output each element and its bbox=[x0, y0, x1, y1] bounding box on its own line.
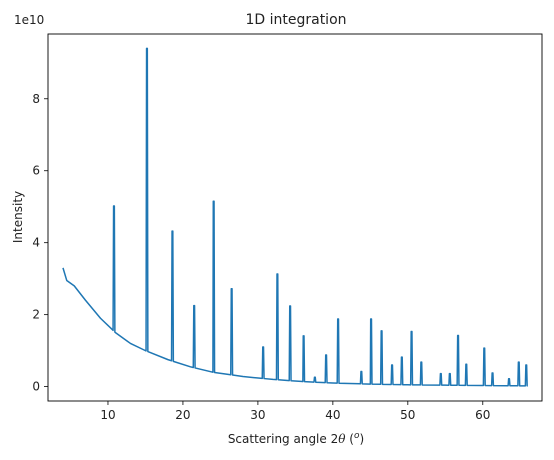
y-axis-label: Intensity bbox=[11, 191, 25, 243]
y-tick-label: 0 bbox=[32, 380, 40, 394]
chart-title: 1D integration bbox=[245, 12, 346, 28]
x-tick-label: 20 bbox=[175, 408, 190, 422]
x-axis-label-unit-close: ) bbox=[359, 432, 364, 446]
x-axis-label-unit-open: ( bbox=[345, 432, 354, 446]
axes-frame bbox=[47, 33, 543, 402]
y-axis: 0 2 4 6 8 bbox=[32, 92, 48, 394]
y-tick-label: 4 bbox=[32, 236, 40, 250]
series-line bbox=[62, 47, 528, 387]
y-tick-label: 2 bbox=[32, 308, 40, 322]
plot-area bbox=[62, 47, 528, 387]
x-tick-label: 10 bbox=[100, 408, 115, 422]
y-tick-label: 8 bbox=[32, 92, 40, 106]
x-tick-label: 50 bbox=[400, 408, 415, 422]
y-tick-label: 6 bbox=[32, 164, 40, 178]
x-axis: 10 20 30 40 50 60 bbox=[100, 401, 490, 422]
x-tick-label: 30 bbox=[250, 408, 265, 422]
x-axis-label: Scattering angle 2θ (o) bbox=[228, 431, 364, 446]
y-offset-label: 1e10 bbox=[14, 13, 44, 27]
x-axis-label-unit-deg: o bbox=[354, 431, 360, 441]
x-axis-label-main: Scattering angle 2 bbox=[228, 432, 338, 446]
x-axis-label-theta: θ bbox=[338, 432, 346, 446]
x-tick-label: 40 bbox=[325, 408, 340, 422]
x-tick-label: 60 bbox=[475, 408, 490, 422]
